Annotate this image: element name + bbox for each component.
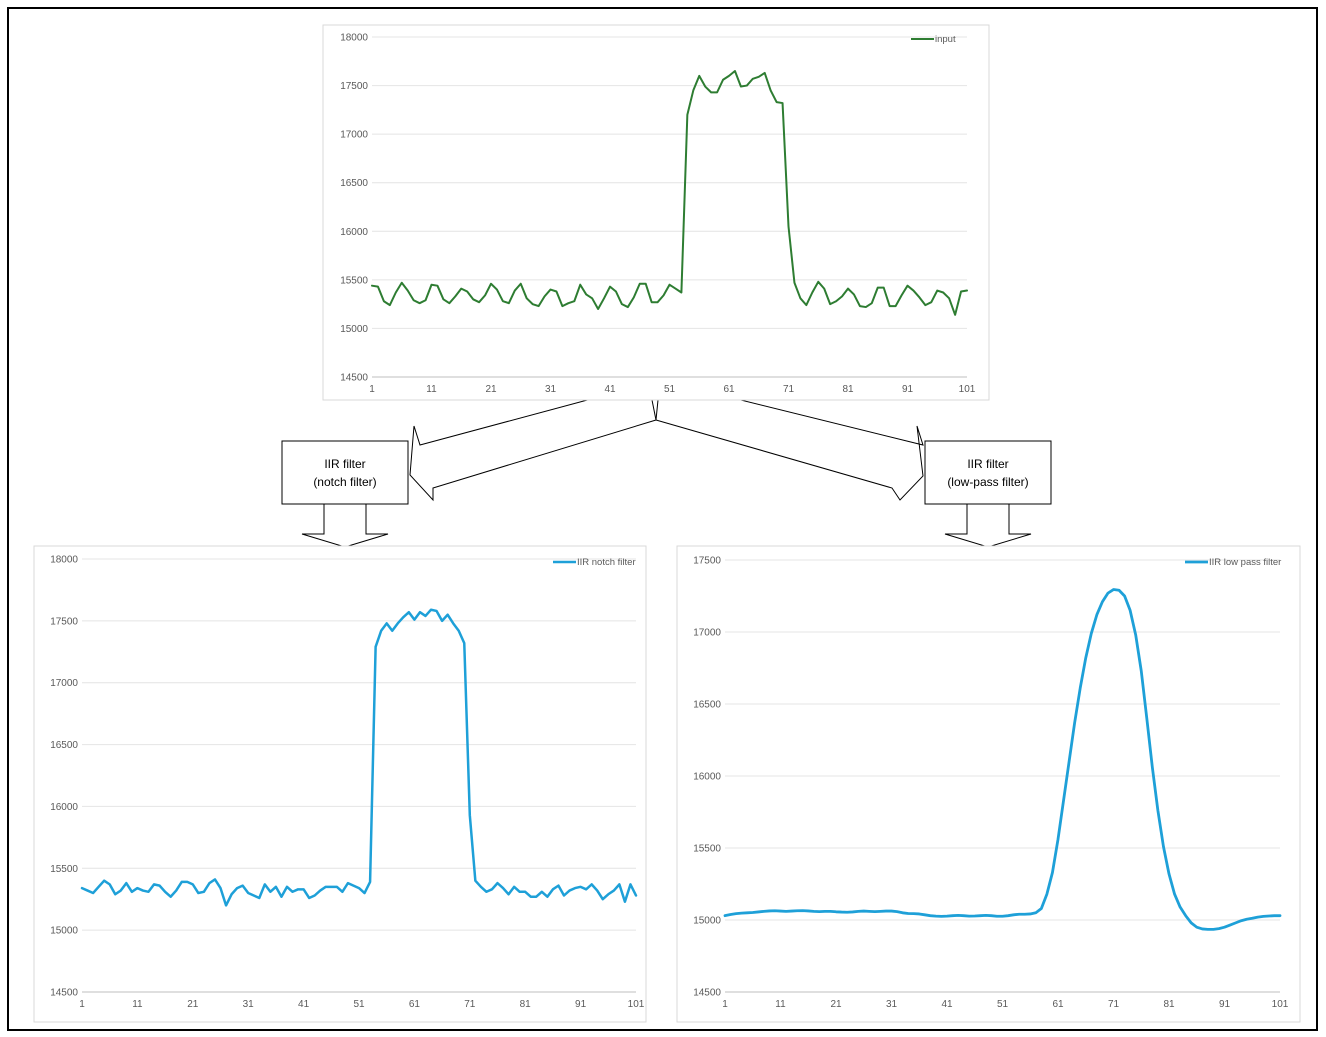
x-tick-label: 41: [298, 999, 310, 1010]
chart-area: [322, 24, 990, 401]
y-tick-label: 16000: [693, 772, 721, 783]
y-tick-label: 15000: [693, 916, 721, 927]
x-tick-label: 11: [132, 999, 143, 1010]
x-tick-label: 1: [79, 999, 85, 1010]
series-line: [80, 608, 638, 907]
chart-area: [676, 545, 1301, 1023]
y-tick-label: 14500: [340, 373, 368, 384]
x-tick-label: 91: [902, 384, 914, 395]
x-tick-label: 91: [575, 999, 587, 1010]
chart-area: [33, 545, 647, 1023]
y-tick-label: 16500: [50, 740, 78, 751]
y-tick-label: 17000: [340, 130, 368, 141]
y-tick-label: 17500: [340, 81, 368, 92]
x-tick-label: 21: [187, 999, 199, 1010]
x-tick-label: 101: [1272, 999, 1289, 1010]
x-tick-label: 31: [545, 384, 557, 395]
x-tick-label: 11: [775, 999, 786, 1010]
y-tick-label: 17500: [50, 616, 78, 627]
x-tick-label: 61: [409, 999, 421, 1010]
y-tick-label: 15000: [50, 926, 78, 937]
series-line: [371, 70, 968, 316]
x-tick-label: 71: [1108, 999, 1120, 1010]
x-tick-label: 21: [485, 384, 497, 395]
x-tick-label: 81: [842, 384, 854, 395]
x-tick-label: 51: [353, 999, 365, 1010]
x-tick-label: 81: [520, 999, 532, 1010]
arrow-to-notch-filter: [409, 379, 657, 502]
y-tick-label: 15500: [50, 864, 78, 875]
series-line: [723, 588, 1282, 931]
x-tick-label: 71: [464, 999, 476, 1010]
x-tick-label: 101: [959, 384, 976, 395]
x-tick-label: 31: [243, 999, 255, 1010]
notch-filter-label-line1: IIR filter: [324, 457, 365, 471]
x-tick-label: 1: [722, 999, 728, 1010]
x-tick-label: 41: [604, 384, 616, 395]
x-tick-label: 31: [886, 999, 898, 1010]
y-tick-label: 17500: [693, 556, 721, 567]
x-tick-label: 91: [1219, 999, 1231, 1010]
legend-label: input: [935, 34, 956, 45]
y-tick-label: 16000: [50, 802, 78, 813]
notch-filter-box: IIR filter (notch filter): [281, 440, 409, 505]
x-tick-label: 11: [426, 384, 437, 395]
lowpass-filter-label-line1: IIR filter: [967, 457, 1008, 471]
x-tick-label: 61: [723, 384, 735, 395]
x-tick-label: 101: [628, 999, 645, 1010]
x-tick-label: 41: [941, 999, 953, 1010]
arrow-down-lowpass: [944, 503, 1032, 548]
x-tick-label: 81: [1163, 999, 1175, 1010]
y-tick-label: 17000: [50, 678, 78, 689]
y-tick-label: 17000: [693, 628, 721, 639]
y-tick-label: 16500: [340, 178, 368, 189]
y-tick-label: 18000: [50, 555, 78, 566]
y-tick-label: 15000: [340, 324, 368, 335]
lowpass-filter-box: IIR filter (low-pass filter): [924, 440, 1052, 505]
legend-label: IIR low pass filter: [1209, 557, 1281, 568]
y-tick-label: 15500: [340, 275, 368, 286]
legend-label: IIR notch filter: [577, 557, 636, 568]
y-tick-label: 14500: [50, 988, 78, 999]
flow-arrows: [301, 379, 1032, 548]
y-tick-label: 16500: [693, 700, 721, 711]
arrow-to-lowpass-filter: [655, 379, 924, 501]
notch-filter-label-line2: (notch filter): [313, 475, 376, 489]
x-tick-label: 51: [997, 999, 1009, 1010]
y-tick-label: 18000: [340, 33, 368, 44]
notch-filter-chart: 14500 15000 15500 16000 16500 17000 17500 18000…: [33, 545, 647, 1023]
x-tick-label: 51: [664, 384, 676, 395]
input-chart: 14500 15000 15500 16000 16500 17000 17500 18000…: [322, 24, 990, 401]
x-tick-label: 1: [369, 384, 375, 395]
x-tick-label: 61: [1052, 999, 1064, 1010]
figure-frame: [7, 7, 1318, 1031]
lowpass-filter-label-line2: (low-pass filter): [947, 475, 1028, 489]
y-tick-label: 15500: [693, 844, 721, 855]
arrow-down-notch: [301, 503, 389, 548]
y-tick-label: 16000: [340, 227, 368, 238]
y-tick-label: 14500: [693, 988, 721, 999]
x-tick-label: 21: [830, 999, 842, 1010]
x-tick-label: 71: [783, 384, 795, 395]
